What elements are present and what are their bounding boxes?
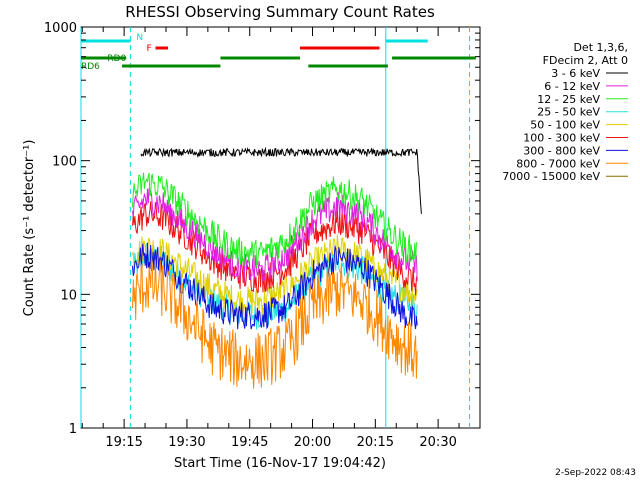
y-tick-label: 1000 [44, 21, 77, 36]
chart-title: RHESSI Observing Summary Count Rates [125, 3, 435, 21]
y-tick-label: 1 [69, 422, 77, 437]
flag-label-n: N [136, 33, 143, 43]
series-line-800-7000kev [132, 257, 418, 389]
x-tick-label: 19:15 [105, 435, 142, 450]
series-line-3-6kev [140, 146, 422, 214]
legend-label: 3 - 6 keV [551, 67, 600, 80]
legend-header-line-2: FDecim 2, Att 0 [543, 54, 628, 67]
flag-label-f: F [147, 44, 152, 54]
footer-date: 2-Sep-2022 08:43 [555, 468, 636, 478]
y-tick-label: 100 [52, 155, 77, 170]
y-axis-label: Count Rate (s⁻¹ detector⁻¹) [22, 140, 37, 317]
legend-label: 300 - 800 keV [523, 144, 600, 157]
legend-label: 7000 - 15000 keV [502, 170, 600, 183]
flag-label-rd6: RD6 [81, 62, 100, 72]
x-axis-label: Start Time (16-Nov-17 19:04:42) [174, 456, 386, 471]
plot-area [80, 26, 481, 429]
legend-label: 6 - 12 keV [544, 80, 600, 93]
x-tick-label: 20:00 [294, 435, 331, 450]
legend-label: 800 - 7000 keV [516, 157, 600, 170]
x-tick-label: 20:15 [357, 435, 394, 450]
x-axis: 19:15 19:30 19:45 20:00 20:15 20:30 [81, 27, 481, 450]
series-line-300-800kev [132, 242, 418, 330]
x-tick-label: 19:30 [168, 435, 205, 450]
series-line-12-25kev [132, 172, 418, 269]
y-axis: 1 10 100 1000 [44, 21, 480, 437]
legend-header-line-1: Det 1,3,6, [573, 41, 628, 54]
x-tick-label: 19:45 [231, 435, 268, 450]
legend-label: 12 - 25 keV [537, 93, 600, 106]
series-line-25-50kev [132, 242, 418, 330]
y-tick-label: 10 [60, 288, 77, 303]
legend-label: 50 - 100 keV [530, 119, 600, 132]
flag-label-rd0: RD0 [107, 54, 126, 64]
x-tick-label: 20:30 [419, 435, 456, 450]
legend-label: 100 - 300 keV [523, 132, 600, 145]
flag-bars: NF RD0 RD6 [81, 33, 476, 72]
legend-label: 25 - 50 keV [537, 106, 600, 119]
